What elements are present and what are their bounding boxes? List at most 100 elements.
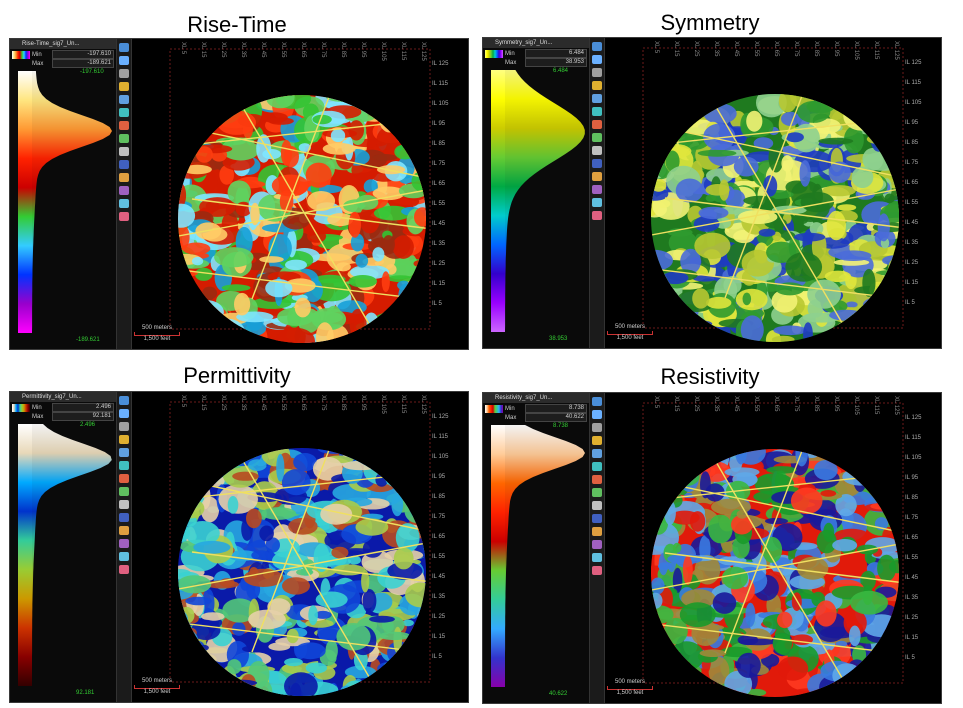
hist-bottom-value: 40.622 xyxy=(549,691,568,697)
survey-line xyxy=(178,188,426,240)
tool-icon[interactable] xyxy=(592,133,602,142)
tool-icon[interactable] xyxy=(119,526,129,535)
tool-icon[interactable] xyxy=(119,95,129,104)
viewer-window-resistivity[interactable]: Resistivity_sig7_Un... Min 8.738 Max 40.622 8… xyxy=(482,392,942,704)
tool-icon[interactable] xyxy=(592,540,602,549)
tool-icon[interactable] xyxy=(119,69,129,78)
window-title: Permittivity_sig7_Un... xyxy=(22,394,82,400)
tool-icon[interactable] xyxy=(592,107,602,116)
il-tick-label: IL 15 xyxy=(432,281,446,287)
tool-icon[interactable] xyxy=(119,422,129,431)
tool-icon[interactable] xyxy=(592,172,602,181)
xl-tick-label: XL 45 xyxy=(733,396,739,412)
tool-icon[interactable] xyxy=(592,449,602,458)
tool-icon[interactable] xyxy=(119,513,129,522)
tool-icon[interactable] xyxy=(592,55,602,64)
min-value-field[interactable]: 8.738 xyxy=(525,404,587,413)
tool-icon[interactable] xyxy=(119,173,129,182)
tool-icon[interactable] xyxy=(592,94,602,103)
tool-icon[interactable] xyxy=(119,56,129,65)
tool-icon[interactable] xyxy=(592,185,602,194)
palette-swatch-icon[interactable] xyxy=(485,405,503,413)
survey-line xyxy=(664,127,899,179)
viewer-window-rise-time[interactable]: Rise-Time_sig7_Un... Min -197.610 Max -189.6… xyxy=(9,38,469,350)
tool-icon[interactable] xyxy=(592,423,602,432)
tool-icon[interactable] xyxy=(119,199,129,208)
tool-icon[interactable] xyxy=(119,565,129,574)
tool-icon[interactable] xyxy=(592,410,602,419)
tool-icon[interactable] xyxy=(592,198,602,207)
tool-icon[interactable] xyxy=(592,211,602,220)
min-label: Min xyxy=(32,51,42,58)
viewer-window-permittivity[interactable]: Permittivity_sig7_Un... Min 2.496 Max 92.181… xyxy=(9,391,469,703)
attribute-map[interactable] xyxy=(605,393,942,703)
tool-icon[interactable] xyxy=(119,147,129,156)
attribute-map[interactable] xyxy=(132,39,469,349)
tool-icon[interactable] xyxy=(119,186,129,195)
tool-icon[interactable] xyxy=(119,552,129,561)
tool-icon[interactable] xyxy=(592,527,602,536)
viewer-window-symmetry[interactable]: Symmetry_sig7_Un... Min 6.484 Max 38.953 6.48… xyxy=(482,37,942,349)
tool-icon[interactable] xyxy=(119,539,129,548)
max-value-field[interactable]: 92.181 xyxy=(52,412,114,421)
tool-icon[interactable] xyxy=(592,81,602,90)
tool-icon[interactable] xyxy=(119,474,129,483)
tool-icon[interactable] xyxy=(119,461,129,470)
max-value-field[interactable]: 40.622 xyxy=(525,413,587,422)
xl-tick-label: XL 25 xyxy=(220,42,226,58)
tool-icon[interactable] xyxy=(592,501,602,510)
scale-feet: 1,500 feet xyxy=(616,335,644,341)
tool-icon[interactable] xyxy=(592,159,602,168)
attribute-map[interactable] xyxy=(132,392,469,702)
tool-icon[interactable] xyxy=(119,435,129,444)
window-titlebar[interactable]: Permittivity_sig7_Un... xyxy=(10,392,116,402)
xl-tick-label: XL 45 xyxy=(260,395,266,411)
tool-icon[interactable] xyxy=(592,488,602,497)
attribute-map[interactable] xyxy=(605,38,942,348)
tool-icon[interactable] xyxy=(592,462,602,471)
tool-icon[interactable] xyxy=(592,514,602,523)
max-value-field[interactable]: 38.953 xyxy=(525,58,587,67)
xl-tick-label: XL 35 xyxy=(713,41,719,57)
il-tick-label: IL 85 xyxy=(905,495,919,501)
tool-icon[interactable] xyxy=(119,121,129,130)
tool-icon[interactable] xyxy=(119,396,129,405)
il-tick-label: IL 75 xyxy=(905,515,919,521)
tool-icon[interactable] xyxy=(119,134,129,143)
min-value-field[interactable]: -197.610 xyxy=(52,50,114,59)
tool-icon[interactable] xyxy=(592,42,602,51)
tool-icon[interactable] xyxy=(592,146,602,155)
tool-icon[interactable] xyxy=(592,397,602,406)
xl-tick-label: XL 5 xyxy=(180,42,186,55)
min-value-field[interactable]: 2.496 xyxy=(52,403,114,412)
tool-icon[interactable] xyxy=(119,409,129,418)
tool-icon[interactable] xyxy=(119,212,129,221)
tool-icon[interactable] xyxy=(592,436,602,445)
xl-tick-label: XL 55 xyxy=(753,396,759,412)
window-titlebar[interactable]: Rise-Time_sig7_Un... xyxy=(10,39,116,49)
tool-icon[interactable] xyxy=(592,553,602,562)
max-value-field[interactable]: -189.621 xyxy=(52,59,114,68)
max-row: Max 92.181 xyxy=(32,412,114,421)
tool-icon[interactable] xyxy=(119,108,129,117)
tool-icon[interactable] xyxy=(119,43,129,52)
window-titlebar[interactable]: Symmetry_sig7_Un... xyxy=(483,38,589,48)
palette-swatch-icon[interactable] xyxy=(12,404,30,412)
tool-icon[interactable] xyxy=(592,475,602,484)
tool-icon[interactable] xyxy=(119,448,129,457)
tool-icon[interactable] xyxy=(592,120,602,129)
xl-tick-label: XL 55 xyxy=(753,41,759,57)
tool-icon[interactable] xyxy=(592,68,602,77)
il-tick-label: IL 105 xyxy=(905,455,922,461)
tool-icon[interactable] xyxy=(119,487,129,496)
palette-swatch-icon[interactable] xyxy=(12,51,30,59)
min-value-field[interactable]: 6.484 xyxy=(525,49,587,58)
histogram-panel: Rise-Time_sig7_Un... Min -197.610 Max -189.6… xyxy=(10,39,117,349)
tool-icon[interactable] xyxy=(592,566,602,575)
tool-icon[interactable] xyxy=(119,82,129,91)
tool-icon[interactable] xyxy=(119,500,129,509)
palette-swatch-icon[interactable] xyxy=(485,50,503,58)
tool-icon[interactable] xyxy=(119,160,129,169)
window-titlebar[interactable]: Resistivity_sig7_Un... xyxy=(483,393,589,403)
panel-title-permittivity: Permittivity xyxy=(183,363,291,388)
